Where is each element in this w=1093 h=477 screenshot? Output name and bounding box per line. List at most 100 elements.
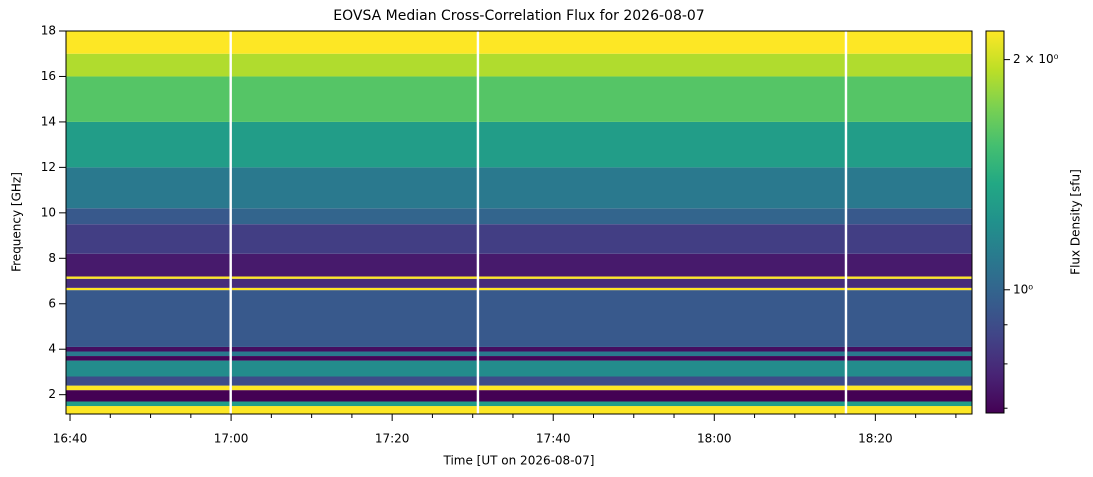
- x-tick-label: 17:40: [536, 432, 571, 446]
- y-tick-label: 16: [41, 69, 56, 83]
- heatmap-cell: [479, 167, 845, 209]
- heatmap-cell: [847, 376, 972, 386]
- y-tick-label: 2: [48, 387, 56, 401]
- y-tick-label: 12: [41, 160, 56, 174]
- heatmap-cell: [66, 390, 230, 402]
- heatmap-cell: [847, 53, 972, 77]
- heatmap-cell: [847, 346, 972, 352]
- x-tick-label: 18:20: [858, 432, 893, 446]
- heatmap-cell: [66, 406, 230, 414]
- heatmap-cell: [847, 351, 972, 357]
- y-tick-label: 18: [41, 24, 56, 38]
- heatmap-cell: [847, 360, 972, 377]
- heatmap-cell: [479, 53, 845, 77]
- heatmap-cell: [66, 346, 230, 352]
- colorbar-label: Flux Density [sfu]: [1069, 169, 1083, 275]
- heatmap-cell: [231, 401, 477, 407]
- colorbar-tick-label: 2 × 10⁰: [1013, 52, 1059, 66]
- heatmap-cell: [66, 356, 230, 361]
- heatmap-cell: [66, 31, 230, 54]
- heatmap-cell: [847, 121, 972, 168]
- x-tick-label: 16:40: [53, 432, 88, 446]
- y-axis-label: Frequency [GHz]: [10, 172, 24, 272]
- y-tick-label: 6: [48, 296, 56, 310]
- heatmap-cell: [231, 253, 477, 277]
- heatmap-cell: [66, 401, 230, 407]
- heatmap-cell: [847, 390, 972, 402]
- plot-frame: [65, 30, 973, 415]
- heatmap-cell: [231, 376, 477, 386]
- heatmap-cell: [66, 208, 230, 225]
- heatmap-cell: [479, 224, 845, 254]
- heatmap-cell: [66, 167, 230, 209]
- heatmap-cell: [479, 208, 845, 225]
- heatmap-cell: [231, 167, 477, 209]
- heatmap-cell: [66, 276, 230, 279]
- heatmap-cell: [231, 31, 477, 54]
- heatmap-cell: [66, 287, 230, 291]
- heatmap-cell: [66, 53, 230, 77]
- heatmap-cell: [231, 121, 477, 168]
- heatmap-cell: [231, 76, 477, 122]
- heatmap-cell: [479, 287, 845, 291]
- heatmap-cell: [847, 276, 972, 279]
- heatmap-cell: [479, 253, 845, 277]
- heatmap-cell: [231, 278, 477, 288]
- heatmap-cell: [479, 401, 845, 407]
- heatmap-cell: [479, 360, 845, 377]
- heatmap-cell: [847, 290, 972, 347]
- heatmap-cell: [66, 278, 230, 288]
- y-tick-label: 8: [48, 251, 56, 265]
- heatmap-cell: [847, 401, 972, 407]
- x-axis-label: Time [UT on 2026-08-07]: [443, 454, 595, 468]
- heatmap-cell: [231, 406, 477, 414]
- y-tick-label: 4: [48, 342, 56, 356]
- heatmap-cell: [479, 290, 845, 347]
- heatmap-cell: [479, 278, 845, 288]
- heatmap-cell: [66, 385, 230, 391]
- heatmap-cell: [847, 208, 972, 225]
- heatmap-cell: [479, 390, 845, 402]
- heatmap-cell: [66, 376, 230, 386]
- heatmap-cell: [66, 290, 230, 347]
- heatmap-cell: [479, 351, 845, 357]
- heatmap-cell: [847, 406, 972, 414]
- heatmap-cell: [66, 360, 230, 377]
- heatmap-cell: [231, 385, 477, 391]
- heatmap-cell: [231, 276, 477, 279]
- heatmap-cell: [479, 356, 845, 361]
- heatmap-cell: [231, 224, 477, 254]
- heatmap-cell: [479, 346, 845, 352]
- heatmap-cell: [479, 406, 845, 414]
- heatmap-cell: [847, 287, 972, 291]
- chart-title: EOVSA Median Cross-Correlation Flux for …: [333, 8, 704, 24]
- y-tick-label: 10: [41, 205, 56, 219]
- heatmap-cell: [231, 356, 477, 361]
- heatmap-cell: [66, 253, 230, 277]
- heatmap-cell: [66, 121, 230, 168]
- heatmap-cell: [231, 390, 477, 402]
- heatmap-cell: [479, 76, 845, 122]
- heatmap: [66, 31, 972, 414]
- x-tick-label: 17:20: [375, 432, 410, 446]
- heatmap-cell: [847, 278, 972, 288]
- heatmap-cell: [847, 31, 972, 54]
- x-tick-label: 17:00: [214, 432, 249, 446]
- heatmap-cell: [231, 287, 477, 291]
- heatmap-cell: [231, 360, 477, 377]
- x-tick-label: 18:00: [697, 432, 732, 446]
- heatmap-cell: [479, 385, 845, 391]
- heatmap-cell: [479, 276, 845, 279]
- heatmap-cell: [231, 351, 477, 357]
- heatmap-cell: [847, 356, 972, 361]
- y-tick-label: 14: [41, 114, 56, 128]
- heatmap-cell: [231, 53, 477, 77]
- heatmap-cell: [479, 376, 845, 386]
- heatmap-cell: [66, 76, 230, 122]
- heatmap-cell: [847, 253, 972, 277]
- heatmap-cell: [847, 224, 972, 254]
- heatmap-cell: [66, 351, 230, 357]
- heatmap-cell: [847, 76, 972, 122]
- colorbar: [985, 30, 1005, 414]
